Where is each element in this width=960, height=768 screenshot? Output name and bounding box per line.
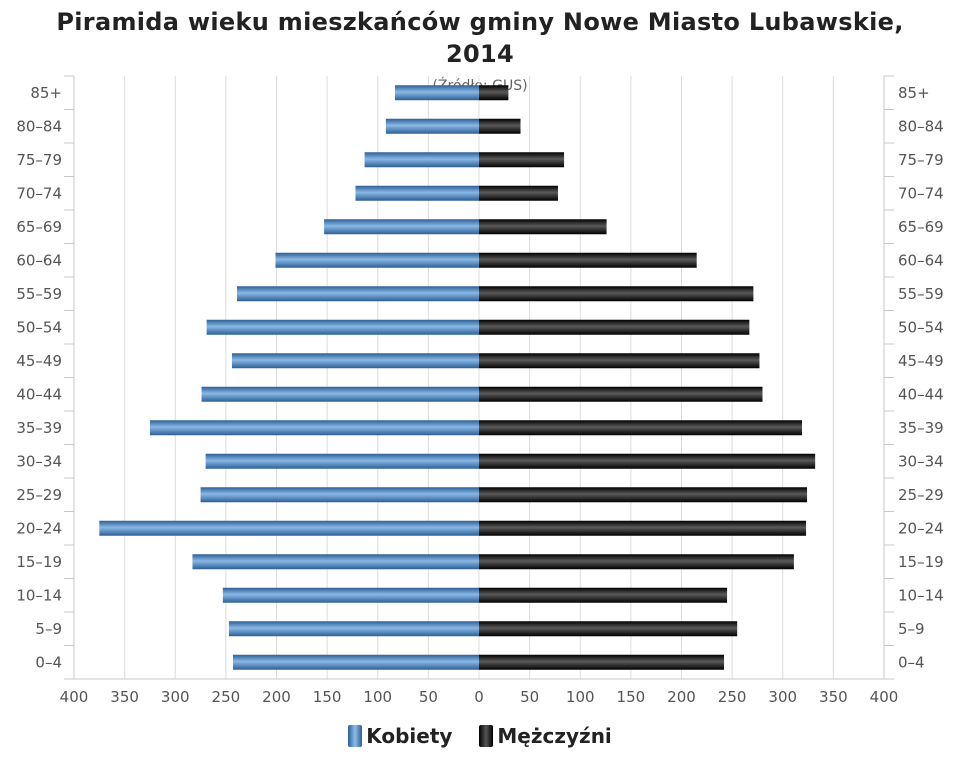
y-category-label-left: 60–64	[16, 251, 62, 269]
x-tick-label: 50	[419, 688, 438, 706]
y-category-label-left: 20–24	[16, 519, 62, 537]
y-category-label-left: 15–19	[16, 553, 62, 571]
y-category-label-right: 5–9	[898, 620, 925, 638]
bar-kobiety	[192, 554, 479, 570]
bar-mezczyzni	[479, 420, 802, 436]
bar-kobiety	[99, 520, 479, 536]
y-category-label-left: 75–79	[16, 151, 62, 169]
y-category-label-left: 65–69	[16, 218, 62, 236]
y-category-label-right: 0–4	[898, 653, 925, 671]
bar-kobiety	[200, 487, 479, 503]
bar-kobiety	[355, 185, 479, 201]
bar-mezczyzni	[479, 185, 558, 201]
y-category-label-left: 25–29	[16, 486, 62, 504]
x-tick-label: 400	[60, 688, 89, 706]
x-tick-label: 100	[363, 688, 392, 706]
y-category-label-left: 45–49	[16, 352, 62, 370]
y-category-label-left: 50–54	[16, 318, 62, 336]
y-category-label-left: 85+	[30, 84, 62, 102]
y-category-label-left: 80–84	[16, 117, 62, 135]
chart-title: Piramida wieku mieszkańców gminy Nowe Mi…	[56, 8, 904, 68]
y-category-label-right: 40–44	[898, 385, 944, 403]
y-category-label-right: 15–19	[898, 553, 944, 571]
x-tick-label: 50	[520, 688, 539, 706]
x-tick-label: 200	[262, 688, 291, 706]
legend: Kobiety Mężczyźni	[0, 722, 960, 752]
x-tick-label: 100	[566, 688, 595, 706]
legend-item-women[interactable]: Kobiety	[348, 724, 452, 748]
bar-mezczyzni	[479, 118, 521, 134]
bar-mezczyzni	[479, 319, 750, 335]
y-category-label-right: 20–24	[898, 519, 944, 537]
bar-mezczyzni	[479, 554, 794, 570]
legend-swatch-women	[348, 724, 363, 747]
x-tick-label: 250	[718, 688, 747, 706]
legend-label-men: Mężczyźni	[497, 723, 612, 748]
y-category-label-right: 65–69	[898, 218, 944, 236]
x-tick-label: 0	[474, 688, 484, 706]
bar-kobiety	[206, 319, 479, 335]
bar-mezczyzni	[479, 487, 808, 503]
bar-mezczyzni	[479, 386, 763, 402]
x-tick-label: 300	[161, 688, 190, 706]
bar-kobiety	[364, 152, 479, 168]
y-category-label-right: 85+	[898, 84, 930, 102]
y-category-label-left: 10–14	[16, 586, 62, 604]
bar-kobiety	[237, 286, 479, 302]
bar-kobiety	[201, 386, 479, 402]
bar-kobiety	[385, 118, 479, 134]
y-category-label-right: 10–14	[898, 586, 944, 604]
y-category-label-left: 5–9	[35, 620, 62, 638]
legend-item-men[interactable]: Mężczyźni	[479, 723, 612, 748]
bar-kobiety	[394, 85, 479, 101]
bar-mezczyzni	[479, 453, 816, 469]
y-category-label-right: 30–34	[898, 452, 944, 470]
y-category-label-left: 30–34	[16, 452, 62, 470]
bar-mezczyzni	[479, 252, 697, 268]
x-tick-label: 300	[768, 688, 797, 706]
bar-kobiety	[228, 621, 479, 637]
x-tick-label: 150	[313, 688, 342, 706]
y-category-label-right: 60–64	[898, 251, 944, 269]
bar-kobiety	[324, 219, 479, 235]
legend-swatch-men	[479, 724, 494, 747]
bar-kobiety	[232, 654, 479, 670]
y-category-label-left: 40–44	[16, 385, 62, 403]
bar-mezczyzni	[479, 621, 738, 637]
y-category-label-right: 75–79	[898, 151, 944, 169]
x-tick-label: 250	[212, 688, 241, 706]
y-category-label-right: 55–59	[898, 285, 944, 303]
y-category-label-right: 35–39	[898, 419, 944, 437]
bar-mezczyzni	[479, 152, 565, 168]
bar-kobiety	[205, 453, 479, 469]
bar-mezczyzni	[479, 286, 754, 302]
y-category-label-right: 45–49	[898, 352, 944, 370]
x-tick-label: 350	[819, 688, 848, 706]
x-tick-label: 350	[110, 688, 139, 706]
x-tick-label: 400	[870, 688, 899, 706]
bar-mezczyzni	[479, 219, 607, 235]
x-tick-label: 150	[617, 688, 646, 706]
y-category-label-right: 25–29	[898, 486, 944, 504]
bar-mezczyzni	[479, 85, 509, 101]
y-category-label-right: 80–84	[898, 117, 944, 135]
bar-kobiety	[149, 420, 479, 436]
y-category-label-left: 55–59	[16, 285, 62, 303]
legend-label-women: Kobiety	[366, 723, 453, 748]
bar-kobiety	[275, 252, 479, 268]
bar-mezczyzni	[479, 654, 725, 670]
bar-kobiety	[231, 353, 479, 369]
bar-mezczyzni	[479, 520, 807, 536]
y-category-label-left: 0–4	[35, 653, 62, 671]
bar-mezczyzni	[479, 587, 728, 603]
y-category-label-right: 50–54	[898, 318, 944, 336]
y-category-label-left: 70–74	[16, 184, 62, 202]
bar-mezczyzni	[479, 353, 760, 369]
bar-kobiety	[222, 587, 479, 603]
x-tick-label: 200	[667, 688, 696, 706]
y-category-label-left: 35–39	[16, 419, 62, 437]
y-category-label-right: 70–74	[898, 184, 944, 202]
